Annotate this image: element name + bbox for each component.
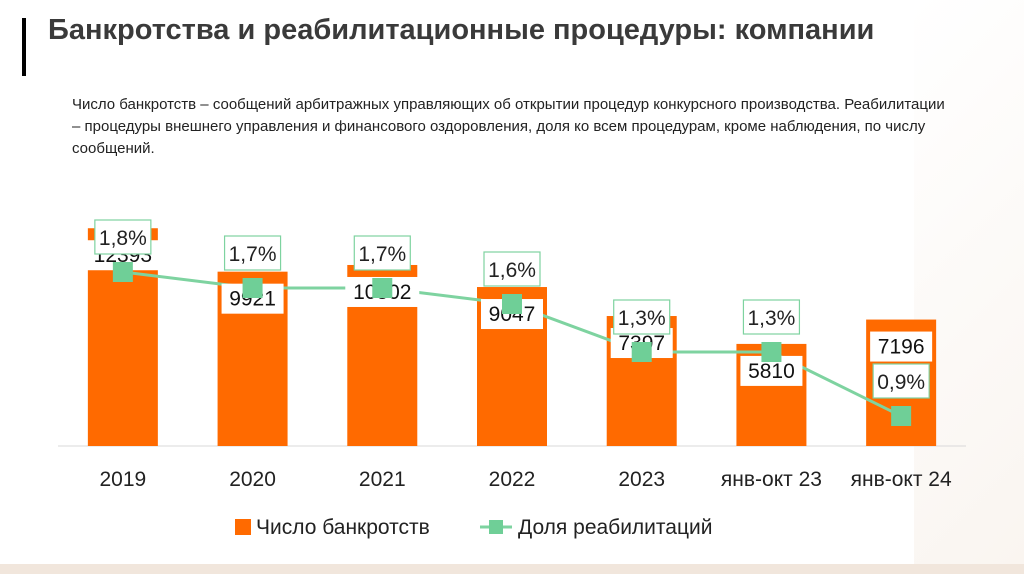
- chart-description: Число банкротств – сообщений арбитражных…: [72, 96, 945, 157]
- share-value-label: 0,9%: [877, 371, 925, 394]
- x-tick-label: янв-окт 24: [851, 468, 952, 491]
- x-tick-label: янв-окт 23: [721, 468, 822, 491]
- bar-value-label: 7196: [878, 336, 925, 359]
- pct-label-box: [94, 219, 152, 255]
- pct-label-box: [613, 299, 671, 335]
- bottom-strip: [0, 564, 1024, 574]
- share-marker: [891, 406, 912, 426]
- pct-label-box: [742, 299, 801, 335]
- x-tick-label: 2019: [99, 468, 146, 491]
- page-title: Банкротства и реабилитационные процедуры…: [48, 14, 875, 46]
- legend-bar-label: Число банкротств: [256, 516, 430, 539]
- pct-label-box: [353, 235, 411, 271]
- pct-label-box: [483, 251, 541, 287]
- x-tick-label: 2022: [489, 468, 536, 491]
- share-marker: [112, 262, 133, 282]
- pct-label-box: [872, 363, 930, 399]
- x-tick-label: 2023: [618, 468, 665, 491]
- share-value-label: 1,7%: [358, 243, 406, 266]
- share-value-label: 1,7%: [229, 243, 277, 266]
- share-marker: [502, 294, 522, 314]
- bar-value-label: 5810: [748, 360, 795, 383]
- share-value-label: 1,6%: [488, 259, 536, 282]
- x-tick-label: 2021: [359, 468, 406, 491]
- share-marker: [372, 278, 393, 298]
- x-tick-label: 2020: [229, 468, 276, 491]
- bar-label-box: [870, 331, 933, 362]
- share-value-label: 1,8%: [99, 227, 147, 250]
- title-accent-bar: [22, 18, 26, 76]
- legend-line-label: Доля реабилитаций: [518, 516, 712, 539]
- legend-bar-swatch: [235, 519, 251, 535]
- bar-value-label: 9921: [229, 288, 276, 311]
- pct-label-box: [223, 235, 282, 271]
- background-decoration: [914, 0, 1024, 574]
- share-value-label: 1,3%: [618, 307, 666, 330]
- bar-value-label: 9047: [489, 303, 536, 326]
- share-marker: [761, 342, 782, 362]
- share-marker: [631, 342, 652, 362]
- share-marker: [242, 278, 263, 298]
- legend-marker-swatch: [489, 520, 503, 534]
- share-value-label: 1,3%: [747, 307, 795, 330]
